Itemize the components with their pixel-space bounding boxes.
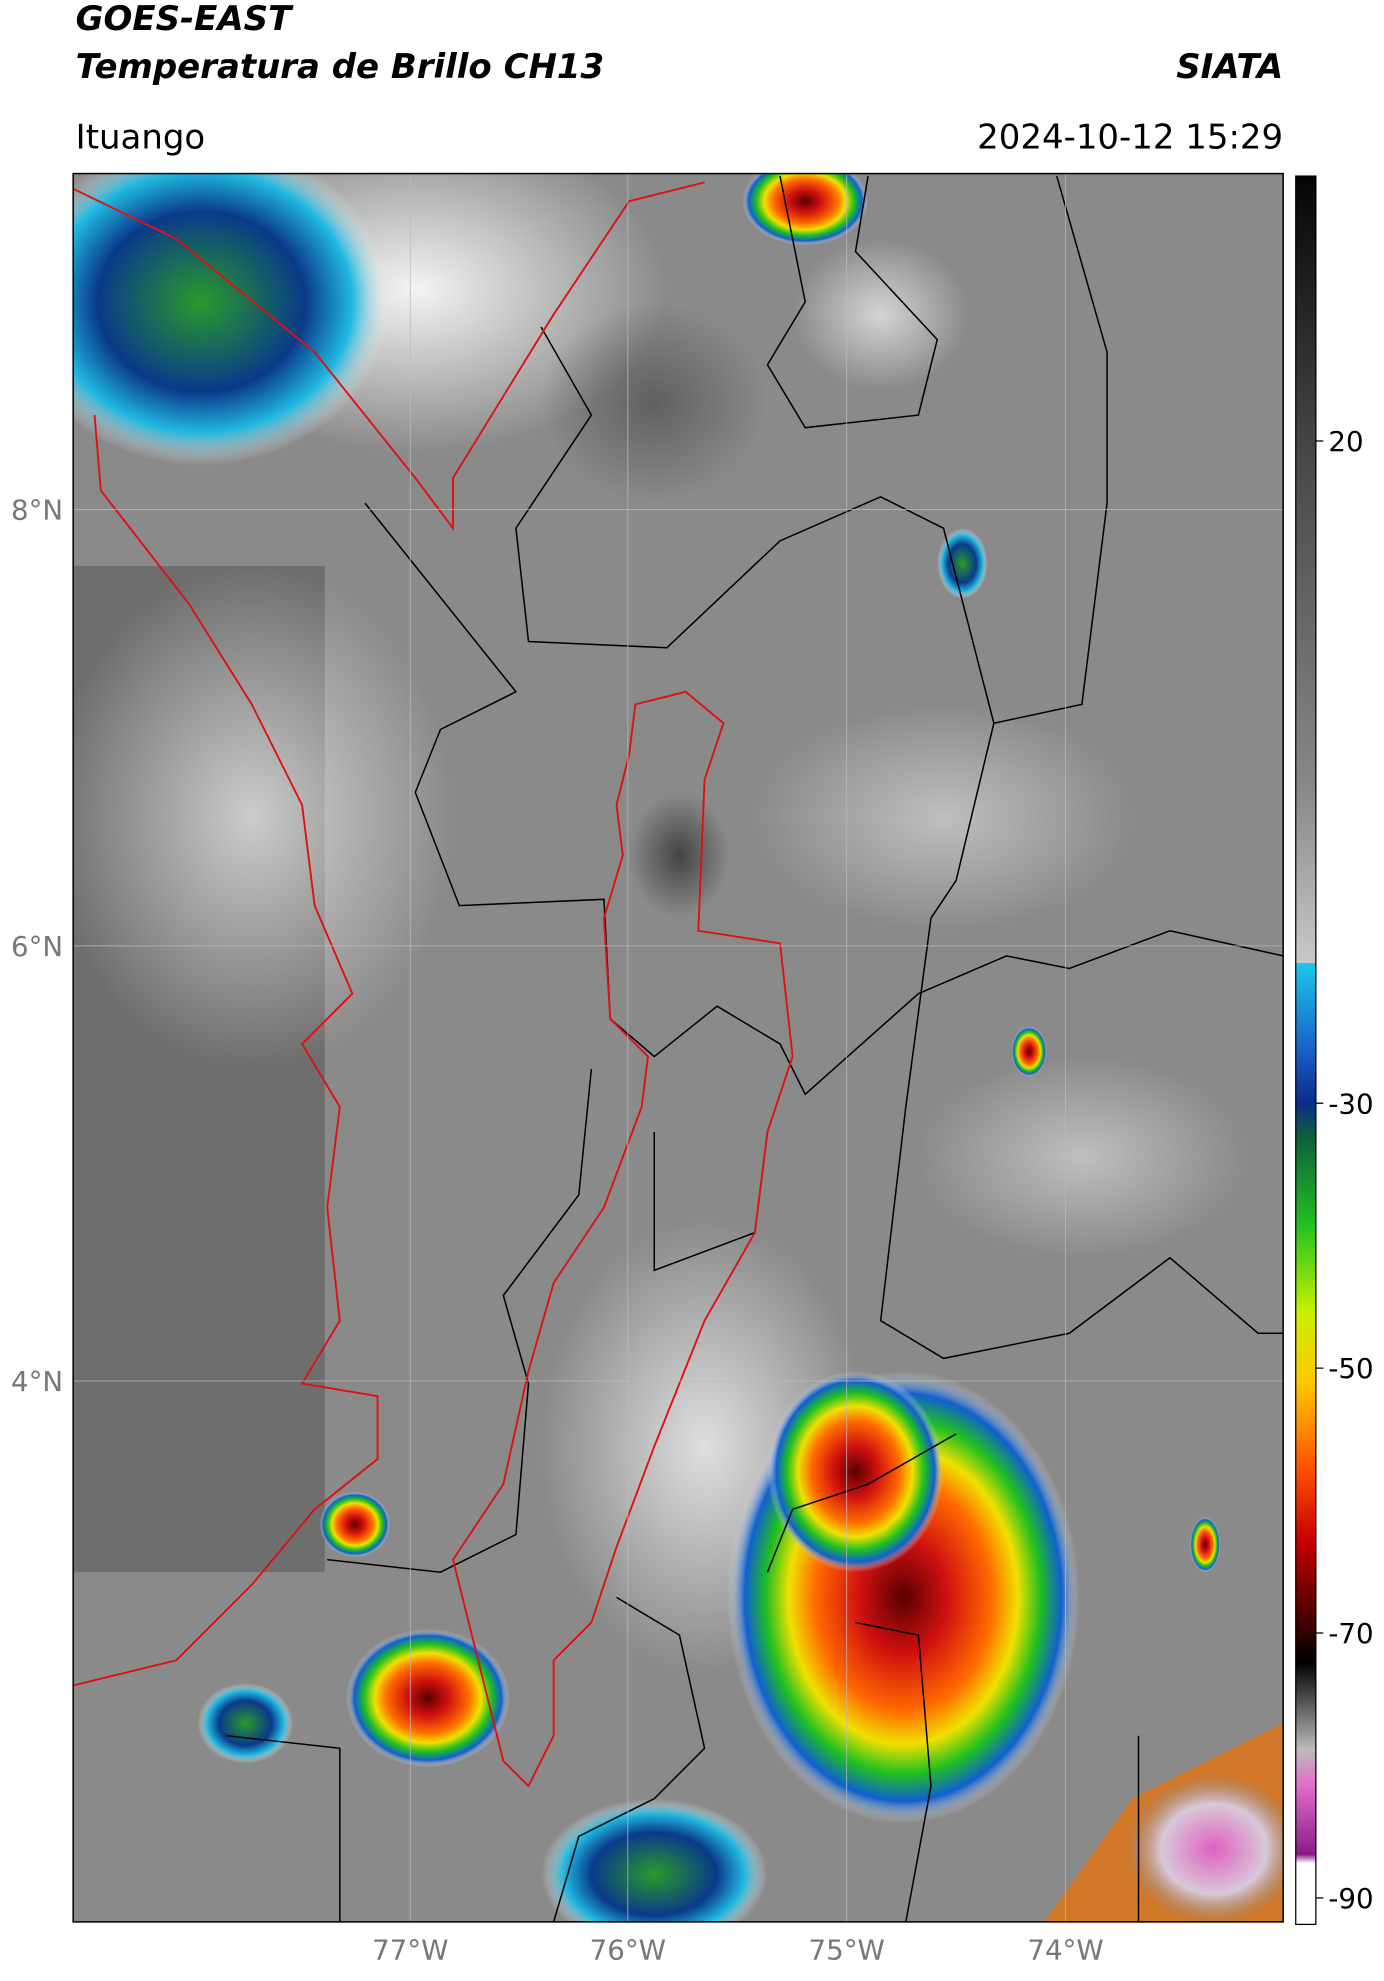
- cloud: [792, 238, 969, 390]
- very-cold-area: [1125, 1773, 1284, 1922]
- map: [73, 173, 1284, 1922]
- graticule: [73, 173, 1284, 1922]
- colorbar: [1295, 175, 1317, 1926]
- lon-tick-label: 75°W: [809, 1934, 885, 1967]
- storm-cell: [346, 1628, 510, 1768]
- colorbar-tick-label: -50: [1328, 1352, 1373, 1385]
- borders: [226, 175, 1284, 1922]
- colorbar-tick-label: 20: [1328, 425, 1363, 458]
- cold-core: [629, 792, 730, 919]
- colorbar-tick-label: -30: [1328, 1087, 1373, 1120]
- storm-cell: [742, 173, 869, 246]
- title: GOES-EAST: [76, 0, 294, 39]
- subtitle: Temperatura de Brillo CH13: [76, 47, 604, 87]
- datetime: 2024-10-12 15:29: [977, 117, 1283, 157]
- cloud: [73, 566, 453, 1070]
- colorbar-tick-label: -90: [1328, 1882, 1373, 1915]
- lon-tick-label: 76°W: [590, 1934, 666, 1967]
- department-boundary: [73, 181, 794, 1788]
- lon-tick-label: 77°W: [372, 1934, 448, 1967]
- colorbar-tick-label: -70: [1328, 1617, 1373, 1650]
- storm-cell: [1190, 1516, 1221, 1573]
- lat-tick-label: 6°N: [11, 930, 63, 963]
- cold-cloud: [541, 1798, 768, 1922]
- storm-cell: [319, 1491, 391, 1558]
- location: Ituango: [76, 117, 206, 157]
- lon-tick-label: 74°W: [1027, 1934, 1103, 1967]
- map-frame: [72, 172, 1284, 1923]
- lat-tick-label: 4°N: [11, 1365, 63, 1398]
- cold-cloud: [937, 528, 988, 599]
- storm-cell: [767, 1370, 944, 1573]
- lat-tick-label: 8°N: [11, 493, 63, 526]
- colorbar-ticks: 20 -30 -50 -70 -90: [1315, 425, 1374, 1915]
- cloud: [918, 1056, 1246, 1258]
- storm-cell: [1011, 1026, 1047, 1077]
- cloud: [754, 704, 1133, 931]
- cold-cloud: [197, 1682, 294, 1764]
- source: SIATA: [1176, 47, 1283, 87]
- cold-cloud: [73, 173, 391, 466]
- dark-area: [541, 301, 768, 504]
